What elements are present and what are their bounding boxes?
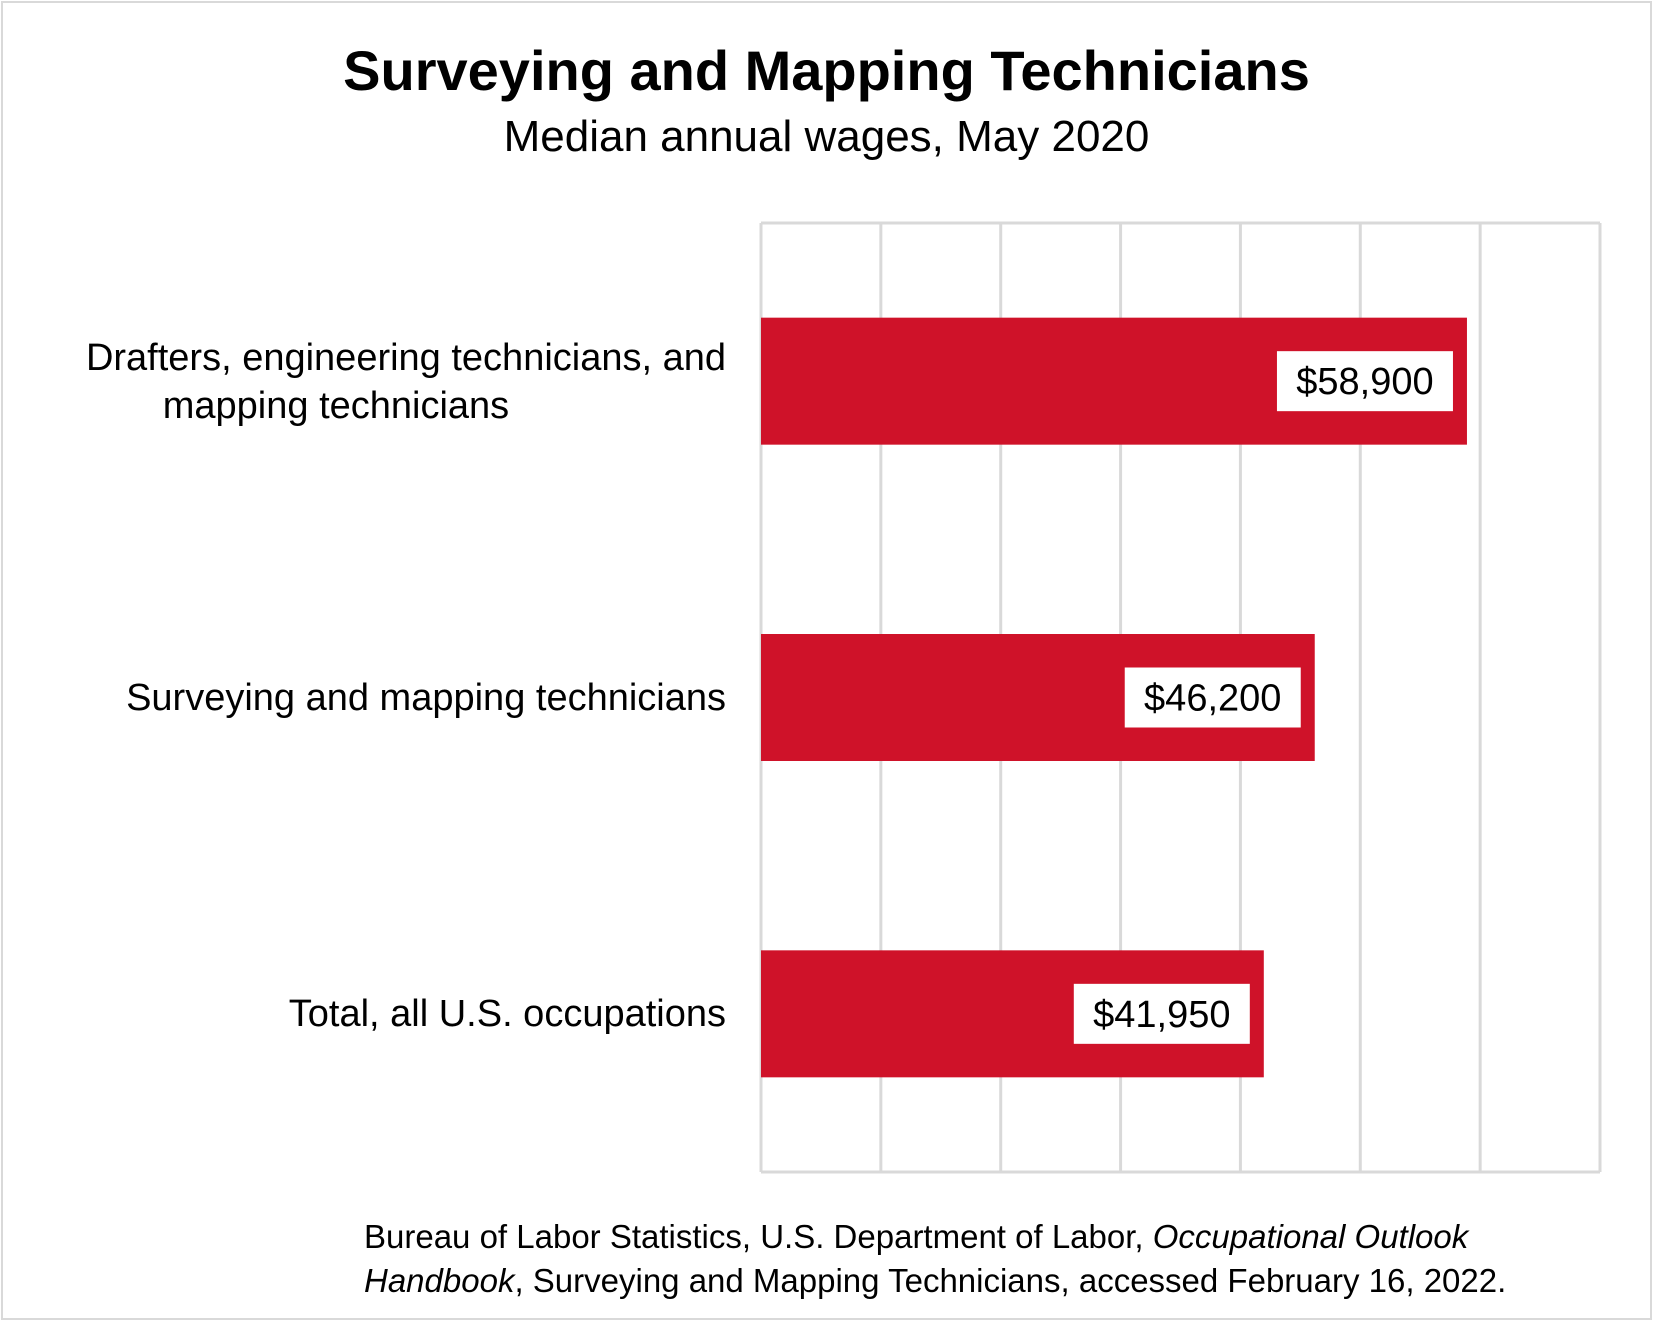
data-label: $41,950	[1093, 994, 1230, 1036]
data-label-box	[1276, 351, 1453, 412]
category-label-drafters: Drafters, engineering technicians, and m…	[86, 334, 726, 430]
source-publication: Handbook	[364, 1262, 515, 1299]
source-text: , Surveying and Mapping Technicians, acc…	[514, 1262, 1507, 1299]
chart-subtitle: Median annual wages, May 2020	[503, 112, 1150, 161]
category-label-line: mapping technicians	[162, 385, 510, 427]
source-text: Bureau of Labor Statistics, U.S. Departm…	[364, 1218, 1153, 1255]
data-label: $46,200	[1144, 678, 1281, 720]
data-label-box	[1124, 667, 1301, 728]
data-label: $58,900	[1296, 361, 1433, 403]
source-note: Bureau of Labor Statistics, U.S. Departm…	[364, 1215, 1506, 1303]
category-label-line: Drafters, engineering technicians, and	[85, 337, 726, 379]
source-publication: Occupational Outlook	[1152, 1218, 1469, 1255]
chart-title: Surveying and Mapping Technicians	[343, 39, 1310, 102]
category-label-surveying: Surveying and mapping technicians	[126, 677, 726, 719]
data-label-box	[1073, 983, 1250, 1044]
category-label-total: Total, all U.S. occupations	[288, 993, 726, 1035]
